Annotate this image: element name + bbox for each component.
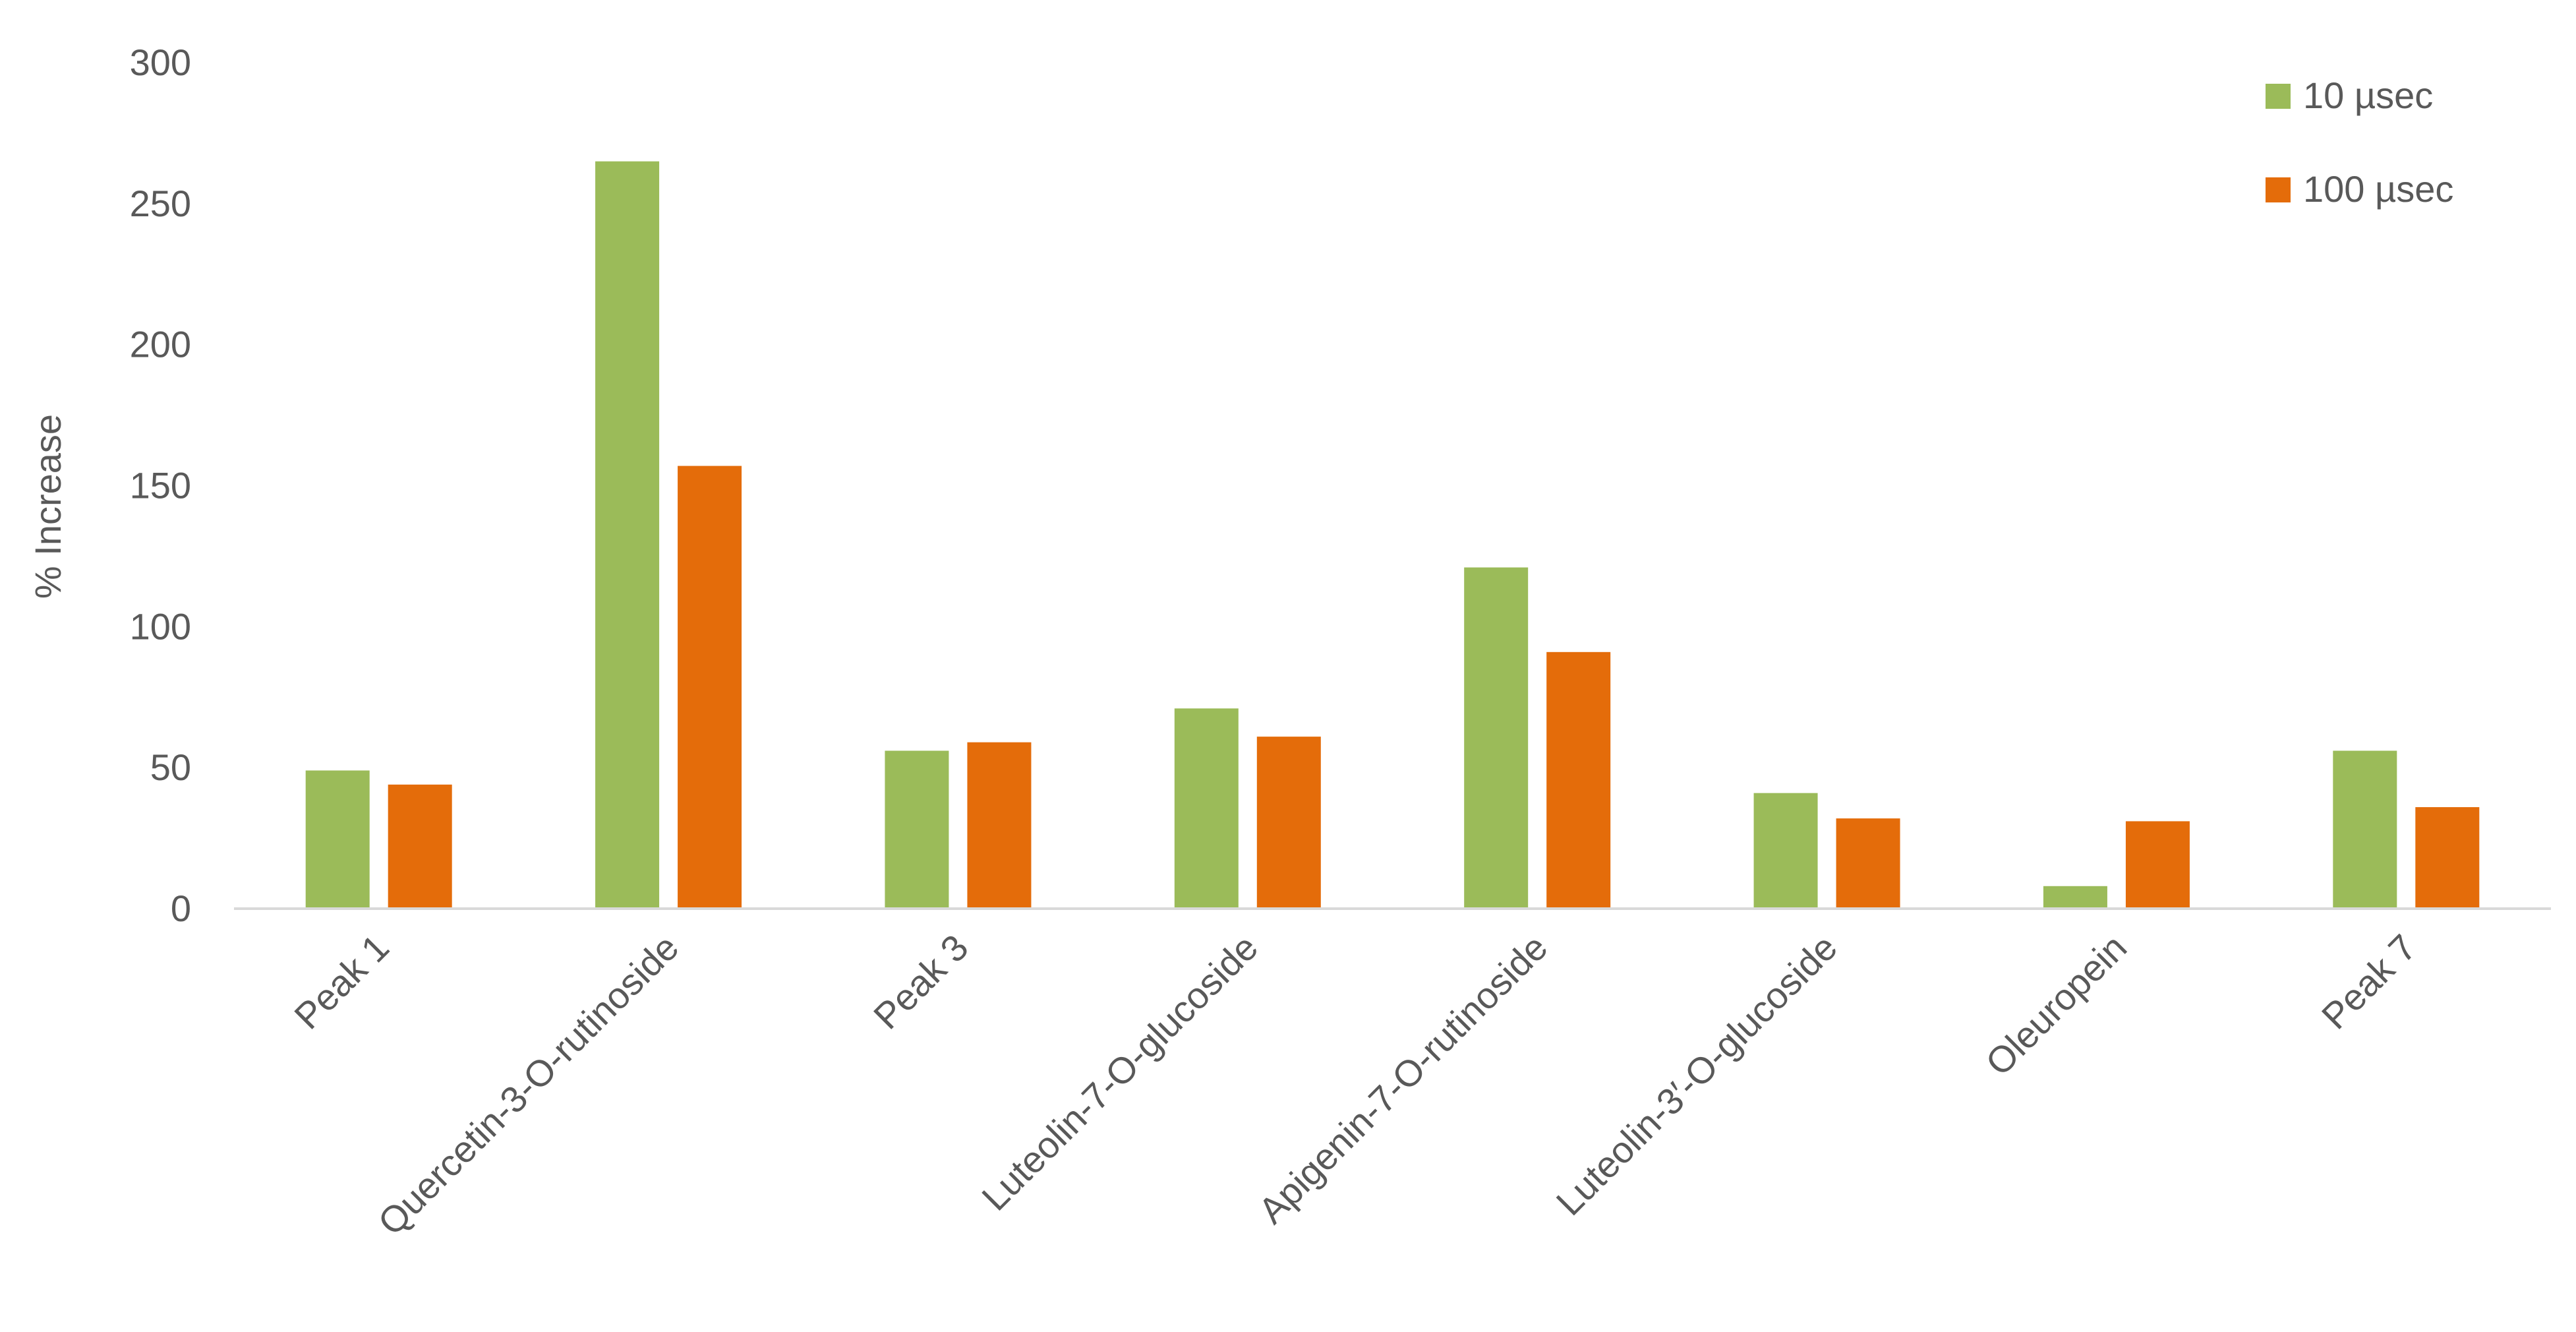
bar: [1836, 818, 1900, 909]
bar: [1753, 793, 1818, 909]
y-tick-label: 100: [130, 605, 191, 647]
bar: [2043, 886, 2107, 909]
legend-swatch: [2266, 84, 2291, 109]
x-category-label: Peak 7: [2314, 926, 2424, 1037]
legend: 10 µsec 100 µsec: [2266, 75, 2453, 210]
x-category-label: Apigenin-7-O-rutinoside: [1250, 926, 1556, 1232]
x-category-label: Oleuropein: [1977, 926, 2134, 1083]
y-tick-label: 300: [130, 42, 191, 83]
bar: [885, 750, 949, 909]
bar: [1546, 651, 1611, 909]
legend-label: 100 µsec: [2303, 168, 2453, 210]
y-tick-label: 150: [130, 465, 191, 506]
bar: [2333, 750, 2397, 909]
x-category-label: Peak 1: [286, 926, 397, 1037]
y-tick-label: 50: [150, 746, 191, 788]
y-axis-ticks: 0 50 100 150 200 250 300: [130, 42, 191, 929]
x-category-label: Peak 3: [865, 926, 976, 1037]
bar: [1256, 737, 1321, 909]
y-tick-label: 200: [130, 324, 191, 365]
legend-swatch: [2266, 177, 2291, 202]
x-category-label: Luteolin-3′-O-glucoside: [1548, 926, 1845, 1223]
bar: [1174, 708, 1239, 909]
bars-group: [305, 161, 2480, 909]
bar: [388, 784, 452, 909]
bar: [305, 770, 370, 909]
legend-label: 10 µsec: [2303, 75, 2433, 116]
bar: [2415, 807, 2480, 909]
x-category-label: Quercetin-3-O-rutinoside: [370, 926, 686, 1243]
x-category-label: Luteolin-7-O-glucoside: [974, 926, 1266, 1219]
bar: [2125, 821, 2190, 909]
y-tick-label: 250: [130, 183, 191, 224]
bar: [967, 742, 1032, 909]
y-axis-title: % Increase: [27, 414, 69, 599]
y-tick-label: 0: [171, 888, 191, 929]
bar: [678, 466, 742, 909]
bar: [595, 161, 660, 909]
bar: [1464, 567, 1529, 909]
